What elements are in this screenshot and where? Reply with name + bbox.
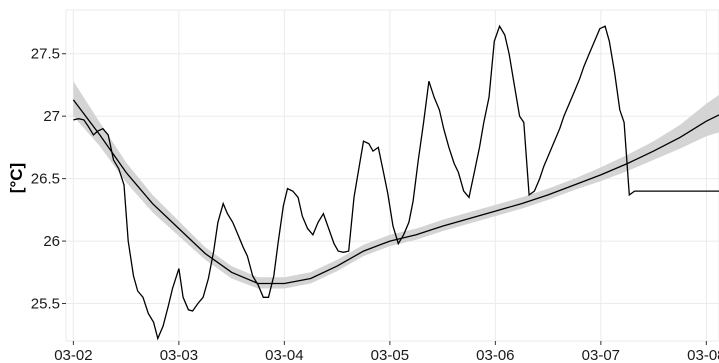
y-axis: 25.5 26 26.5 27 27.5 [31,46,66,313]
x-tick-label: 03-04 [265,347,303,363]
y-tick-label: 25.5 [31,296,60,313]
grid-lines [66,10,719,341]
y-tick-label: 27 [43,108,60,125]
x-tick-label: 03-06 [476,347,514,363]
y-axis-title: [°C] [7,163,26,193]
x-axis: 03-02 03-03 03-04 03-05 03-06 03-07 03-08 [54,341,719,363]
x-tick-label: 03-03 [160,347,198,363]
y-tick-label: 27.5 [31,46,60,63]
observed-temperature-line [73,24,719,341]
x-tick-label: 03-05 [371,347,409,363]
x-tick-label: 03-07 [582,347,620,363]
plot-panel [65,9,719,342]
x-tick-label: 03-02 [54,347,92,363]
smoothed-trend-line [72,99,719,285]
y-tick-label: 26 [43,233,60,250]
y-tick-label: 26.5 [31,171,60,188]
x-tick-label: 03-08 [687,347,719,363]
